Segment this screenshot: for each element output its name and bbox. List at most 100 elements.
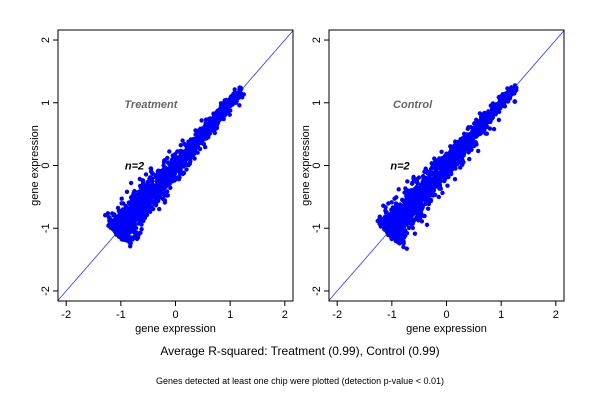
data-point [405, 179, 410, 184]
data-point [206, 130, 211, 135]
x-tick-label: -1 [116, 309, 126, 321]
data-point [124, 189, 130, 194]
data-point [483, 124, 489, 130]
n-label: n=2 [390, 161, 409, 173]
data-point [479, 122, 484, 128]
data-point [394, 229, 399, 235]
data-point [160, 196, 166, 202]
data-point [452, 165, 457, 170]
data-point [120, 227, 125, 232]
data-point [469, 147, 474, 152]
data-point [416, 175, 422, 180]
data-point [494, 102, 499, 108]
data-point [404, 246, 409, 251]
data-point [207, 120, 212, 125]
data-point [438, 161, 444, 167]
data-point [496, 95, 501, 100]
data-point [424, 186, 430, 191]
y-axis-label: gene expression [300, 125, 312, 206]
data-point [383, 205, 388, 210]
data-point [169, 168, 175, 173]
data-point [135, 216, 141, 221]
data-point [105, 211, 111, 216]
data-point [143, 172, 149, 177]
data-point [383, 222, 388, 227]
data-point [412, 231, 418, 236]
data-point [150, 181, 155, 187]
data-point [116, 208, 122, 214]
data-point [468, 132, 473, 137]
data-point [457, 147, 462, 152]
data-point [389, 200, 394, 205]
data-point [215, 120, 221, 125]
data-point [480, 115, 485, 120]
data-point [401, 221, 407, 227]
data-point [491, 126, 497, 132]
x-tick-label: 1 [498, 309, 504, 321]
x-tick-label: -2 [61, 309, 71, 321]
data-point [142, 214, 147, 219]
data-point [417, 185, 423, 190]
data-point [191, 146, 196, 152]
data-point [124, 229, 129, 234]
x-tick-label: -2 [332, 309, 342, 321]
outlier-point [170, 156, 176, 162]
data-point [386, 201, 391, 206]
y-tick-label: -1 [40, 223, 52, 233]
data-point [212, 112, 217, 117]
data-point [398, 227, 403, 232]
data-point [224, 107, 229, 112]
data-point [215, 115, 220, 121]
data-point [419, 195, 424, 200]
y-tick-label: 1 [311, 100, 323, 106]
data-point [458, 151, 464, 156]
data-point [136, 211, 142, 217]
data-point [127, 212, 133, 217]
data-point [424, 222, 430, 227]
data-point [158, 175, 163, 180]
data-point [201, 142, 207, 147]
data-point [129, 224, 134, 229]
data-point [396, 207, 402, 213]
data-point [198, 138, 203, 143]
data-point [377, 216, 382, 221]
data-point [177, 164, 182, 169]
data-point [410, 207, 415, 213]
data-point [430, 170, 435, 176]
data-point [237, 103, 242, 108]
data-point [156, 196, 161, 201]
data-point [445, 183, 450, 188]
data-point [470, 143, 475, 148]
y-tick-label: 0 [40, 162, 52, 168]
data-point [167, 181, 172, 186]
data-point [489, 110, 495, 116]
data-point [425, 206, 431, 211]
data-point [178, 167, 183, 173]
data-point [110, 211, 115, 216]
data-point [474, 124, 479, 129]
data-point [222, 112, 228, 118]
data-point [125, 206, 131, 211]
data-point [404, 194, 409, 200]
data-point [139, 222, 144, 227]
data-point [394, 239, 400, 244]
data-point [170, 160, 175, 166]
data-point [149, 204, 154, 210]
data-point [432, 179, 437, 184]
data-point [180, 138, 185, 143]
data-point [385, 216, 390, 221]
data-point [190, 138, 195, 143]
data-point [199, 118, 204, 123]
data-point [232, 87, 237, 92]
data-point [114, 223, 119, 228]
data-point [214, 125, 220, 131]
data-point [474, 142, 479, 147]
data-point [180, 149, 185, 154]
data-point [510, 86, 515, 92]
data-point [168, 185, 173, 190]
data-point [429, 188, 435, 193]
data-point [461, 159, 466, 165]
data-point [443, 174, 448, 180]
data-point [138, 198, 143, 203]
